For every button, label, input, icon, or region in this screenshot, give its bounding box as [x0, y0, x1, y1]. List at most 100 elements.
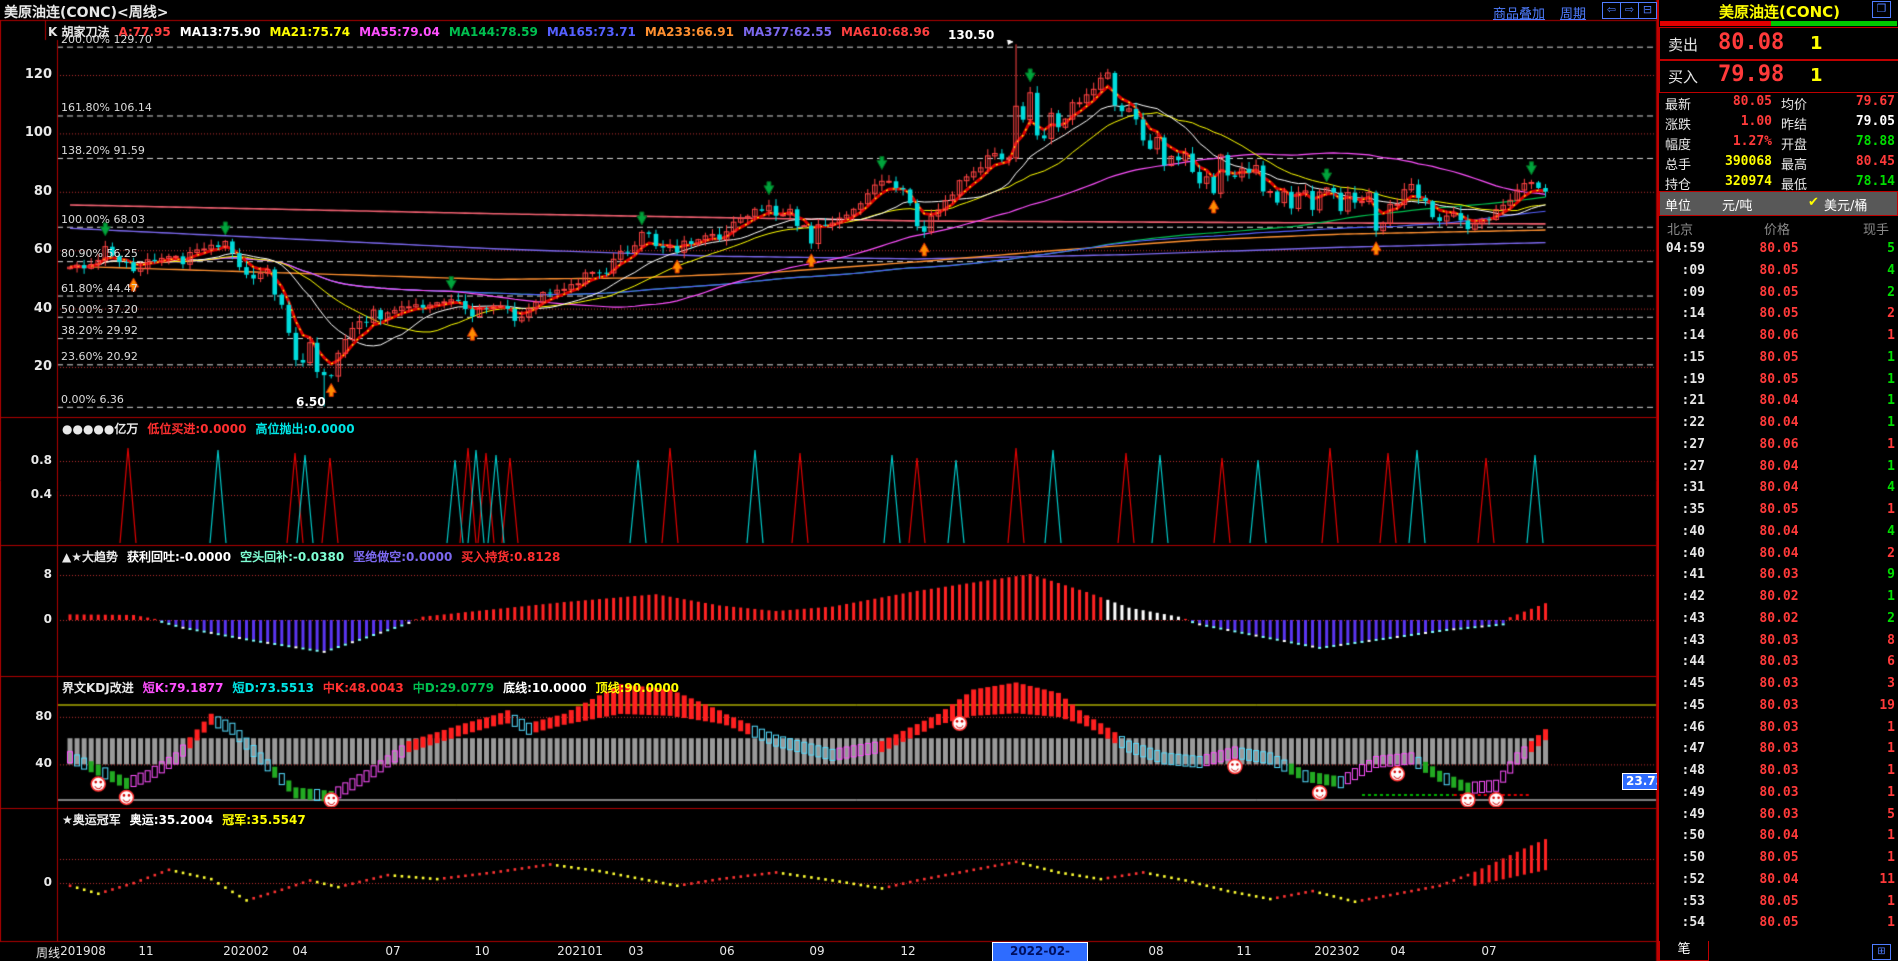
tick-row[interactable]: :46 80.03 1 — [1659, 720, 1898, 741]
axis-tick[interactable]: 202101 — [557, 944, 603, 958]
axis-tick[interactable]: 07 — [385, 944, 401, 958]
tick-row[interactable]: :44 80.03 6 — [1659, 654, 1898, 675]
tick-row[interactable]: :14 80.06 1 — [1659, 328, 1898, 349]
unit-check-icon: ✔ — [1808, 195, 1819, 210]
tick-row[interactable]: :35 80.05 1 — [1659, 502, 1898, 523]
tick-row[interactable]: :09 80.05 4 — [1659, 263, 1898, 284]
tick-cell: :48 — [1681, 763, 1705, 778]
tick-row[interactable]: :45 80.03 19 — [1659, 698, 1898, 719]
tick-cell: :52 — [1681, 871, 1705, 887]
axis-tick[interactable]: 201908 — [60, 944, 106, 958]
tick-row[interactable]: :22 80.04 1 — [1659, 415, 1898, 436]
param-label: 冠军:35.5547 — [222, 813, 306, 827]
tick-cell: :42 — [1681, 589, 1705, 604]
sell-volume-bar — [1771, 21, 1897, 26]
axis-tick[interactable]: 08 — [1148, 944, 1164, 958]
axis-tick[interactable]: 07 — [1481, 944, 1497, 958]
tick-row[interactable]: :47 80.03 1 — [1659, 741, 1898, 762]
tick-cell: 1 — [1887, 415, 1895, 430]
tick-row[interactable]: :49 80.03 1 — [1659, 785, 1898, 806]
tick-row[interactable]: :45 80.03 3 — [1659, 676, 1898, 697]
axis-tick[interactable]: 04 — [1390, 944, 1406, 958]
tick-row[interactable]: :50 80.04 1 — [1659, 828, 1898, 849]
selected-date-highlight[interactable]: 2022-02-25(五) — [992, 942, 1088, 961]
yiwan-params: ●●●●●亿万 低位买进:0.0000 高位抛出:0.0000 — [62, 420, 364, 436]
tick-row[interactable]: :54 80.05 1 — [1659, 915, 1898, 936]
tick-row[interactable]: :53 80.05 1 — [1659, 894, 1898, 915]
header-price: 价格 — [1764, 223, 1791, 238]
next-chart-icon[interactable]: ⇨ — [1620, 2, 1639, 19]
tick-row[interactable]: :19 80.05 1 — [1659, 372, 1898, 393]
stat-field: 320974 — [1725, 174, 1772, 189]
axis-tick[interactable]: 10 — [474, 944, 490, 958]
kd-tick-label: 40 — [35, 756, 52, 770]
quote-window-icon[interactable]: ❐ — [1872, 1, 1891, 18]
tab-bi[interactable]: 笔 — [1659, 941, 1709, 961]
tick-cell: 80.03 — [1759, 567, 1799, 583]
stat-field: 总手 — [1665, 158, 1692, 173]
tick-row[interactable]: :27 80.06 1 — [1659, 437, 1898, 458]
axis-tick[interactable]: 06 — [719, 944, 735, 958]
fib-label: 0.00% 6.36 — [61, 392, 124, 406]
axis-tick[interactable]: 04 — [292, 944, 308, 958]
tick-row[interactable]: :09 80.05 2 — [1659, 285, 1898, 306]
time-axis: 周线 201908 11 202002 04 07 10 202101 03 06 09 12 08 1… — [0, 942, 1657, 961]
prev-chart-icon[interactable]: ⇦ — [1602, 2, 1621, 19]
tick-row[interactable]: :21 80.04 1 — [1659, 393, 1898, 414]
tick-row[interactable]: :14 80.05 2 — [1659, 306, 1898, 327]
tick-cell: 80.05 — [1759, 241, 1799, 256]
tick-row[interactable]: :40 80.04 2 — [1659, 546, 1898, 567]
quote-stat-row: 最新 80.05 均价 79.67 — [1659, 94, 1898, 114]
ask-row[interactable]: 卖出 80.08 1 — [1659, 27, 1898, 61]
split-window-icon[interactable]: ⊟ — [1638, 2, 1657, 19]
axis-tick[interactable]: 11 — [138, 944, 154, 958]
tick-cell: :49 — [1681, 784, 1705, 800]
tick-cell: 80.03 — [1759, 697, 1799, 713]
tick-row[interactable]: :41 80.03 9 — [1659, 567, 1898, 588]
tick-row[interactable]: :43 80.02 2 — [1659, 611, 1898, 632]
tick-row[interactable]: :40 80.04 4 — [1659, 524, 1898, 545]
tick-row[interactable]: :43 80.03 8 — [1659, 633, 1898, 654]
overlay-link[interactable]: 商品叠加 — [1493, 7, 1546, 22]
axis-tick[interactable]: 202002 — [223, 944, 269, 958]
stat-field: 幅度 — [1665, 138, 1692, 153]
tick-cell: 1 — [1887, 763, 1895, 778]
tick-row[interactable]: :15 80.05 1 — [1659, 350, 1898, 371]
param-label: 低位买进:0.0000 — [147, 422, 247, 436]
fib-label: 200.00% 129.70 — [61, 32, 152, 46]
tick-cell: 2 — [1887, 545, 1895, 561]
tick-row[interactable]: :27 80.04 1 — [1659, 459, 1898, 480]
bid-qty: 1 — [1810, 65, 1823, 86]
param-label: 获利回吐:-0.0000 — [127, 550, 232, 564]
param-label: 短K:79.1877 — [142, 681, 224, 695]
unit-cny[interactable]: 元/吨 — [1722, 199, 1753, 214]
tick-cell: 11 — [1879, 871, 1895, 887]
corner-grid-icon[interactable]: ⊞ — [1872, 944, 1891, 960]
tick-cell: :31 — [1681, 480, 1705, 496]
param-label: MA55:79.04 — [359, 25, 440, 39]
tick-row[interactable]: :31 80.04 4 — [1659, 480, 1898, 501]
tick-row[interactable]: :49 80.03 5 — [1659, 807, 1898, 828]
tick-row[interactable]: :42 80.02 1 — [1659, 589, 1898, 610]
price-tick-label: 60 — [33, 242, 52, 258]
tick-row[interactable]: :48 80.03 1 — [1659, 763, 1898, 784]
stat-field: 390068 — [1725, 154, 1772, 169]
bid-row[interactable]: 买入 79.98 1 — [1659, 59, 1898, 93]
tick-row[interactable]: :52 80.04 11 — [1659, 872, 1898, 893]
tick-cell: :43 — [1681, 610, 1705, 626]
axis-tick[interactable]: 202302 — [1314, 944, 1360, 958]
unit-usd[interactable]: 美元/桶 — [1824, 199, 1868, 214]
tick-row[interactable]: :50 80.05 1 — [1659, 850, 1898, 871]
period-label[interactable]: 周线 — [36, 946, 61, 960]
axis-tick[interactable]: 12 — [900, 944, 916, 958]
unit-row[interactable]: 单位 元/吨 ✔ 美元/桶 — [1659, 191, 1898, 216]
axis-tick[interactable]: 03 — [628, 944, 644, 958]
tick-cell: :09 — [1681, 262, 1705, 278]
axis-tick[interactable]: 11 — [1236, 944, 1252, 958]
period-link[interactable]: 周期 — [1560, 7, 1587, 22]
tick-cell: 5 — [1887, 241, 1895, 256]
tick-row[interactable]: 04:59 80.05 5 — [1659, 241, 1898, 262]
axis-tick[interactable]: 09 — [809, 944, 825, 958]
